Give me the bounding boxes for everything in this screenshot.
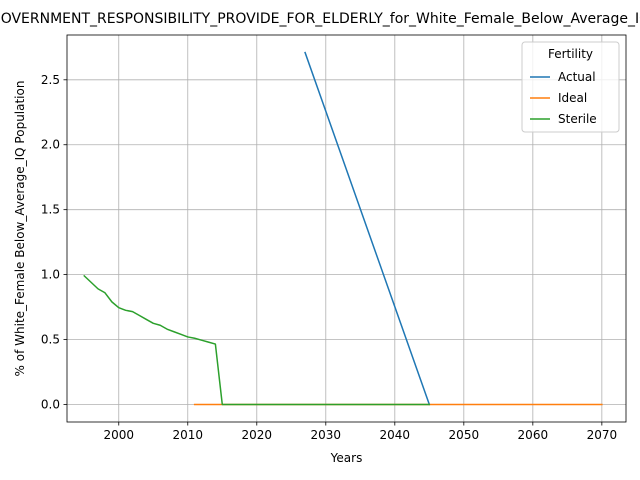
legend-entry-ideal: Ideal: [558, 91, 587, 105]
x-axis-label: Years: [330, 451, 363, 465]
chart-title: GOVERNMENT_RESPONSIBILITY_PROVIDE_FOR_EL…: [0, 11, 640, 27]
legend-entry-actual: Actual: [558, 70, 596, 84]
y-tick-label: 2.5: [41, 73, 60, 87]
series-line-sterile: [83, 274, 431, 406]
x-tick-label: 2000: [103, 428, 134, 442]
legend-entry-sterile: Sterile: [558, 112, 597, 126]
x-tick-label: 2010: [172, 428, 203, 442]
y-tick-label: 1.5: [41, 203, 60, 217]
x-tick-label: 2030: [311, 428, 342, 442]
series-line-actual: [304, 51, 431, 406]
y-tick-label: 0.5: [41, 333, 60, 347]
legend-title: Fertility: [548, 47, 593, 61]
axis-ticks: 2000 2010 2020 2030 2040 2050 2060 2070 0.0 0.5 1.…: [41, 73, 617, 442]
legend: Fertility Actual Ideal Sterile: [521, 41, 620, 133]
y-tick-label: 0.0: [41, 397, 60, 411]
x-tick-label: 2040: [380, 428, 411, 442]
legend-box: [521, 41, 620, 133]
x-tick-label: 2060: [518, 428, 549, 442]
y-tick-label: 2.0: [41, 138, 60, 152]
y-tick-label: 1.0: [41, 268, 60, 282]
x-tick-label: 2020: [242, 428, 273, 442]
x-tick-label: 2050: [449, 428, 480, 442]
x-tick-label: 2070: [587, 428, 618, 442]
series-lines: [83, 51, 603, 406]
plot-area-frame: [66, 34, 627, 423]
y-axis-label: % of White_Female Below_Average_IQ Popul…: [13, 81, 27, 377]
